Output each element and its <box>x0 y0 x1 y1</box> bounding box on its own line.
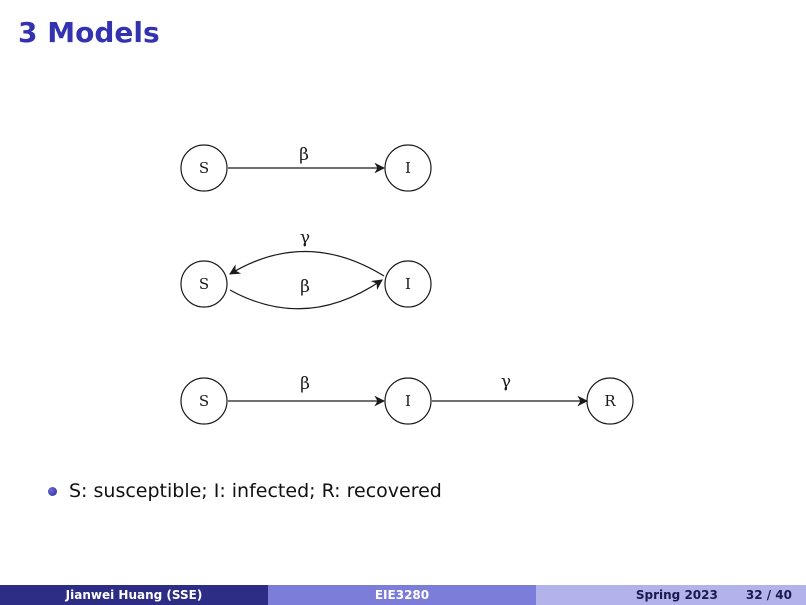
node-s: S <box>180 260 228 308</box>
edge-label-beta: β <box>300 374 310 394</box>
sis-model: γ β S I <box>180 228 432 310</box>
node-r-label: R <box>604 392 616 410</box>
bullet-icon <box>48 486 57 496</box>
edge-s-to-i <box>229 279 383 310</box>
footer-page-number: 32 / 40 <box>745 588 792 602</box>
footer-term: Spring 2023 <box>635 588 718 602</box>
si-model: β S I <box>180 144 432 192</box>
edge-label-gamma: γ <box>501 372 511 392</box>
edge-label-beta: β <box>300 277 310 297</box>
node-i-label: I <box>405 159 411 177</box>
footer-course: EIE3280 <box>268 585 536 605</box>
slide-title: 3 Models <box>18 16 160 49</box>
edge-label-gamma: γ <box>300 228 310 248</box>
node-s-label: S <box>199 392 209 410</box>
footer-info: Spring 2023 32 / 40 <box>536 585 806 605</box>
footer-author: Jianwei Huang (SSE) <box>0 585 268 605</box>
node-s-label: S <box>199 275 209 293</box>
edge-i-to-s <box>229 250 385 277</box>
sir-model: β γ S I R <box>180 372 634 425</box>
slide-footer: Jianwei Huang (SSE) EIE3280 Spring 2023 … <box>0 585 806 605</box>
node-i: I <box>384 260 432 308</box>
bullet-item: S: susceptible; I: infected; R: recovere… <box>48 480 442 502</box>
node-r: R <box>586 377 634 425</box>
node-i: I <box>384 377 432 425</box>
bullet-text: S: susceptible; I: infected; R: recovere… <box>69 480 442 502</box>
node-s: S <box>180 377 228 425</box>
node-s: S <box>180 144 228 192</box>
node-i: I <box>384 144 432 192</box>
edge-label-beta: β <box>299 145 309 165</box>
node-i-label: I <box>405 275 411 293</box>
node-s-label: S <box>199 159 209 177</box>
node-i-label: I <box>405 392 411 410</box>
